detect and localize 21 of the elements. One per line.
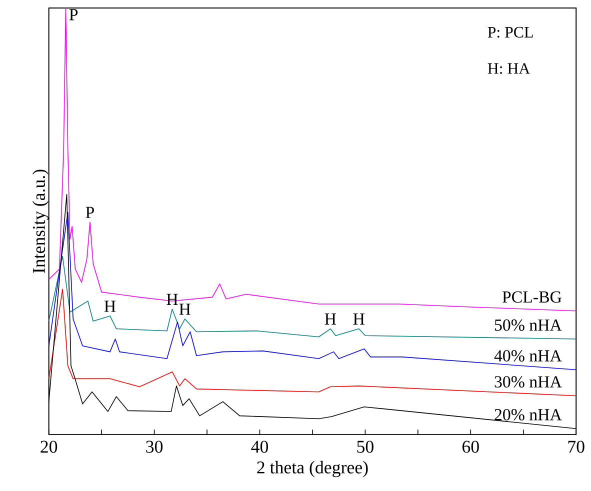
x-tick-label: 30 <box>146 440 163 453</box>
annotation: H: HA <box>488 63 530 74</box>
annotation: P <box>69 8 78 20</box>
x-tick-label: 40 <box>251 440 268 453</box>
annotation: H <box>179 304 190 315</box>
x-axis-title: 2 theta (degree) <box>257 460 368 477</box>
x-tick-label: 60 <box>462 440 479 453</box>
series-label: 50% nHA <box>494 319 562 331</box>
x-tick-label: 50 <box>357 440 374 453</box>
y-axis-title: Intensity (a.u.) <box>32 170 49 273</box>
annotation: P: PCL <box>488 26 533 38</box>
x-tick-label: 70 <box>568 440 584 453</box>
annotation: H <box>324 313 336 324</box>
series-label: 30% nHA <box>494 376 562 388</box>
annotation: H <box>104 300 116 312</box>
x-tick-label: 20 <box>40 440 58 453</box>
annotation: P <box>86 206 94 218</box>
series-label: 20% nHA <box>494 408 562 420</box>
annotation: H <box>353 313 364 324</box>
series-label: 40% nHA <box>494 350 562 362</box>
series-label: PCL-BG <box>502 291 562 303</box>
